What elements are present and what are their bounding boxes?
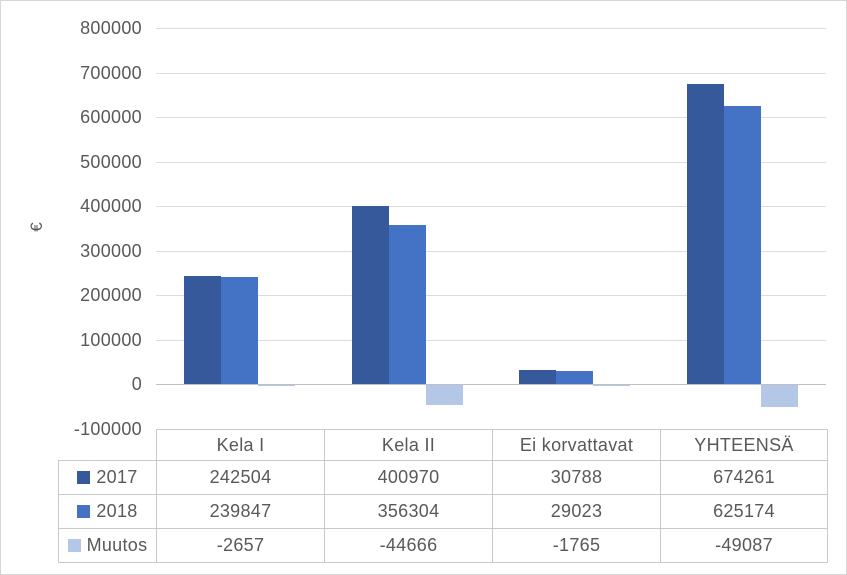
table-row-2018: 2018 239847 356304 29023 625174	[58, 494, 828, 529]
y-tick-label: 600000	[80, 107, 142, 127]
bar-muutos-kela-i	[258, 385, 295, 386]
y-tick-label: 500000	[80, 152, 142, 172]
legend-swatch-2017-icon	[77, 471, 91, 484]
cell-2018-kela-i: 239847	[156, 494, 325, 529]
legend-item-muutos: Muutos	[58, 528, 157, 563]
column-header-kela-i: Kela I	[156, 429, 325, 461]
gridline	[156, 162, 826, 163]
gridline	[156, 251, 826, 252]
gridline	[156, 73, 826, 74]
legend-swatch-2018-icon	[77, 505, 91, 518]
bar-2018-yhteensa	[724, 106, 761, 384]
cell-muutos-kela-i: -2657	[156, 528, 325, 563]
y-tick-label: 700000	[80, 63, 142, 83]
bar-2017-ei-korvattavat	[519, 370, 556, 384]
table-corner-cell	[59, 430, 157, 461]
cell-muutos-ei-korvattavat: -1765	[492, 528, 661, 563]
cell-2018-ei-korvattavat: 29023	[492, 494, 661, 529]
legend-item-2018: 2018	[58, 494, 157, 529]
y-tick-label: 200000	[80, 285, 142, 305]
table-row-2017: 2017 242504 400970 30788 674261	[58, 460, 828, 495]
y-tick-label: 0	[131, 374, 142, 394]
bar-muutos-ei-korvattavat	[593, 385, 630, 386]
bar-muutos-kela-ii	[426, 385, 463, 405]
bar-2017-yhteensa	[687, 84, 724, 384]
x-axis-line	[156, 384, 826, 385]
table-row-muutos: Muutos -2657 -44666 -1765 -49087	[58, 528, 828, 563]
bar-2018-ei-korvattavat	[556, 371, 593, 384]
data-table: Kela I Kela II Ei korvattavat YHTEENSÄ 2…	[58, 429, 828, 563]
gridline	[156, 206, 826, 207]
cell-2018-yhteensa: 625174	[660, 494, 828, 529]
bar-muutos-yhteensa	[761, 385, 798, 407]
gridline	[156, 340, 826, 341]
bar-2018-kela-ii	[389, 225, 426, 384]
cell-muutos-yhteensa: -49087	[660, 528, 828, 563]
legend-swatch-muutos-icon	[67, 539, 81, 552]
bar-2017-kela-i	[184, 276, 221, 384]
cell-muutos-kela-ii: -44666	[324, 528, 493, 563]
bar-2017-kela-ii	[352, 206, 389, 384]
bar-2018-kela-i	[221, 277, 258, 384]
y-axis-title: €	[27, 222, 46, 232]
legend-label-muutos: Muutos	[86, 535, 148, 555]
y-tick-label: 800000	[80, 18, 142, 38]
column-header-yhteensa: YHTEENSÄ	[660, 429, 828, 461]
cell-2017-kela-i: 242504	[156, 460, 325, 495]
column-header-ei-korvattavat: Ei korvattavat	[492, 429, 661, 461]
legend-label-2017: 2017	[96, 467, 138, 487]
legend-item-2017: 2017	[58, 460, 157, 495]
legend-label-2018: 2018	[96, 501, 138, 521]
column-header-kela-ii: Kela II	[324, 429, 493, 461]
y-tick-label: 100000	[80, 330, 142, 350]
cell-2018-kela-ii: 356304	[324, 494, 493, 529]
cell-2017-ei-korvattavat: 30788	[492, 460, 661, 495]
y-tick-label: -100000	[73, 419, 142, 439]
cell-2017-kela-ii: 400970	[324, 460, 493, 495]
y-tick-label: 300000	[80, 241, 142, 261]
gridline	[156, 28, 826, 29]
table-header-row: Kela I Kela II Ei korvattavat YHTEENSÄ	[59, 429, 828, 461]
y-tick-label: 400000	[80, 196, 142, 216]
cell-2017-yhteensa: 674261	[660, 460, 828, 495]
gridline	[156, 295, 826, 296]
gridline	[156, 117, 826, 118]
